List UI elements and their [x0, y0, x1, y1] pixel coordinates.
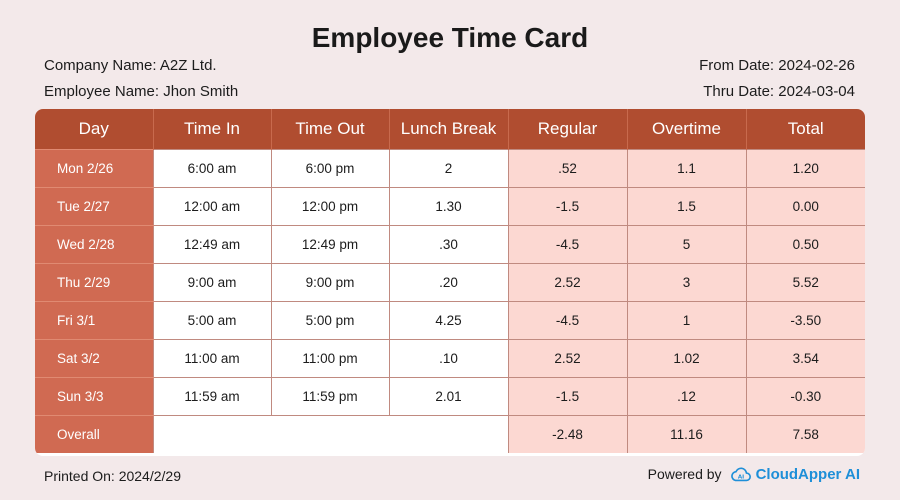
total-cell: 1.20 — [745, 148, 865, 188]
day-cell: Sun 3/3 — [35, 376, 154, 416]
header-overtime: Overtime — [626, 109, 746, 149]
day-cell: Wed 2/28 — [35, 224, 154, 264]
regular-cell: -4.5 — [507, 300, 628, 340]
day-cell: Thu 2/29 — [35, 262, 154, 302]
overall-blank — [153, 415, 508, 453]
time-in-cell: 12:00 am — [152, 186, 272, 226]
day-cell: Tue 2/27 — [35, 186, 154, 226]
overtime-cell: 3 — [626, 262, 747, 302]
time-out-cell: 12:49 pm — [270, 224, 390, 264]
overtime-cell: 1.1 — [626, 148, 747, 188]
table-row: Mon 2/26 6:00 am 6:00 pm 2 .52 1.1 1.20 — [35, 148, 865, 188]
lunch-break-cell: 2.01 — [388, 376, 509, 416]
lunch-break-cell: .30 — [388, 224, 509, 264]
time-in-cell: 11:00 am — [152, 338, 272, 378]
overall-row: Overall -2.48 11.16 7.58 — [35, 414, 865, 453]
svg-text:AI: AI — [737, 475, 743, 481]
time-in-cell: 6:00 am — [152, 148, 272, 188]
regular-cell: -4.5 — [507, 224, 628, 264]
regular-cell: 2.52 — [507, 262, 628, 302]
time-out-cell: 6:00 pm — [270, 148, 390, 188]
page-title: Employee Time Card — [311, 22, 589, 53]
overall-total: 7.58 — [745, 414, 865, 453]
lunch-break-cell: .20 — [388, 262, 509, 302]
header-time-out: Time Out — [270, 109, 389, 149]
total-cell: 3.54 — [745, 338, 865, 378]
total-cell: 5.52 — [745, 262, 865, 302]
table-row: Wed 2/28 12:49 am 12:49 pm .30 -4.5 5 0.… — [35, 224, 865, 264]
time-in-cell: 11:59 am — [152, 376, 272, 416]
from-date: From Date: 2024-02-26 — [699, 57, 855, 74]
time-out-cell: 5:00 pm — [270, 300, 390, 340]
overtime-cell: 1.5 — [626, 186, 747, 226]
time-in-cell: 5:00 am — [152, 300, 272, 340]
header-regular: Regular — [507, 109, 627, 149]
powered-by-label: Powered by — [647, 466, 722, 482]
table-row: Tue 2/27 12:00 am 12:00 pm 1.30 -1.5 1.5… — [35, 186, 865, 226]
lunch-break-cell: 1.30 — [388, 186, 509, 226]
total-cell: -3.50 — [745, 300, 865, 340]
lunch-break-cell: .10 — [388, 338, 509, 378]
day-cell: Mon 2/26 — [35, 148, 154, 188]
overtime-cell: 1.02 — [626, 338, 747, 378]
day-cell: Fri 3/1 — [35, 300, 154, 340]
overall-overtime: 11.16 — [626, 414, 747, 453]
header-time-in: Time In — [152, 109, 271, 149]
overtime-cell: .12 — [626, 376, 747, 416]
table-header-row: Day Time In Time Out Lunch Break Regular… — [35, 109, 865, 149]
total-cell: -0.30 — [745, 376, 865, 416]
time-in-cell: 9:00 am — [152, 262, 272, 302]
header-lunch-break: Lunch Break — [388, 109, 508, 149]
powered-by: Powered by AI CloudApper AI — [648, 464, 860, 484]
time-in-cell: 12:49 am — [152, 224, 272, 264]
printed-on: Printed On: 2024/2/29 — [44, 468, 181, 484]
table-row: Sun 3/3 11:59 am 11:59 pm 2.01 -1.5 .12 … — [35, 376, 865, 416]
header-day: Day — [35, 109, 153, 149]
regular-cell: 2.52 — [507, 338, 628, 378]
table-row: Fri 3/1 5:00 am 5:00 pm 4.25 -4.5 1 -3.5… — [35, 300, 865, 340]
overtime-cell: 5 — [626, 224, 747, 264]
table-row: Thu 2/29 9:00 am 9:00 pm .20 2.52 3 5.52 — [35, 262, 865, 302]
time-out-cell: 11:59 pm — [270, 376, 390, 416]
time-out-cell: 12:00 pm — [270, 186, 390, 226]
header-total: Total — [745, 109, 865, 149]
cloudapper-logo-icon: AI — [730, 467, 751, 482]
total-cell: 0.00 — [745, 186, 865, 226]
overtime-cell: 1 — [626, 300, 747, 340]
overall-label: Overall — [35, 414, 154, 453]
thru-date: Thru Date: 2024-03-04 — [703, 83, 855, 100]
time-out-cell: 9:00 pm — [270, 262, 390, 302]
day-cell: Sat 3/2 — [35, 338, 154, 378]
regular-cell: -1.5 — [507, 186, 628, 226]
company-name: Company Name: A2Z Ltd. — [44, 57, 217, 74]
lunch-break-cell: 2 — [388, 148, 509, 188]
regular-cell: -1.5 — [507, 376, 628, 416]
total-cell: 0.50 — [745, 224, 865, 264]
time-out-cell: 11:00 pm — [270, 338, 390, 378]
table-row: Sat 3/2 11:00 am 11:00 pm .10 2.52 1.02 … — [35, 338, 865, 378]
overall-regular: -2.48 — [507, 414, 628, 453]
regular-cell: .52 — [507, 148, 628, 188]
lunch-break-cell: 4.25 — [388, 300, 509, 340]
employee-name: Employee Name: Jhon Smith — [44, 83, 239, 100]
brand-name: CloudApper AI — [755, 465, 860, 483]
time-card-table: Day Time In Time Out Lunch Break Regular… — [35, 109, 865, 456]
